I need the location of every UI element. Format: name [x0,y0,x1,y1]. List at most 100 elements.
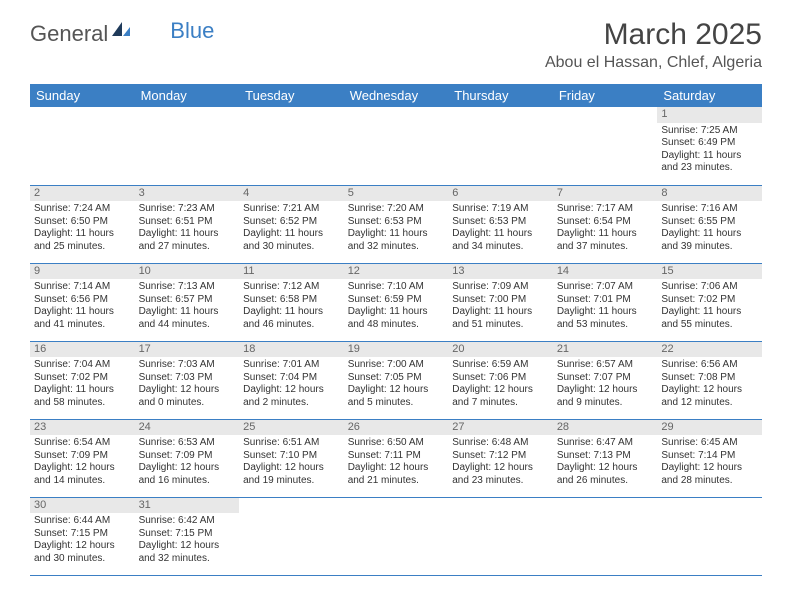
sunset-text: Sunset: 6:55 PM [661,216,758,229]
sunset-text: Sunset: 7:04 PM [243,372,340,385]
sunrise-text: Sunrise: 7:00 AM [348,359,445,372]
day-cell: 18Sunrise: 7:01 AMSunset: 7:04 PMDayligh… [239,341,344,419]
sunset-text: Sunset: 7:12 PM [452,450,549,463]
daylight-line1: Daylight: 11 hours [243,306,340,319]
daylight-line2: and 9 minutes. [557,397,654,410]
daylight-line1: Daylight: 12 hours [139,384,236,397]
daylight-line1: Daylight: 12 hours [348,462,445,475]
dayhead-wed: Wednesday [344,84,449,107]
daylight-line2: and 32 minutes. [348,241,445,254]
daylight-line1: Daylight: 11 hours [34,228,131,241]
day-cell: 24Sunrise: 6:53 AMSunset: 7:09 PMDayligh… [135,419,240,497]
empty-cell [344,497,449,575]
daylight-line2: and 32 minutes. [139,553,236,566]
sunrise-text: Sunrise: 6:56 AM [661,359,758,372]
sunrise-text: Sunrise: 6:47 AM [557,437,654,450]
day-number: 2 [30,186,135,202]
daylight-line1: Daylight: 11 hours [34,384,131,397]
sunrise-text: Sunrise: 7:21 AM [243,203,340,216]
empty-cell [135,107,240,185]
daylight-line1: Daylight: 12 hours [661,384,758,397]
sunset-text: Sunset: 7:09 PM [34,450,131,463]
empty-cell [448,107,553,185]
daylight-line1: Daylight: 11 hours [34,306,131,319]
sunrise-text: Sunrise: 6:51 AM [243,437,340,450]
day-number: 19 [344,342,449,358]
daylight-line2: and 5 minutes. [348,397,445,410]
weekday-header-row: Sunday Monday Tuesday Wednesday Thursday… [30,84,762,107]
daylight-line1: Daylight: 12 hours [34,540,131,553]
sunset-text: Sunset: 7:01 PM [557,294,654,307]
sunset-text: Sunset: 6:56 PM [34,294,131,307]
daylight-line1: Daylight: 11 hours [452,228,549,241]
daylight-line1: Daylight: 12 hours [661,462,758,475]
day-cell: 11Sunrise: 7:12 AMSunset: 6:58 PMDayligh… [239,263,344,341]
daylight-line1: Daylight: 11 hours [661,306,758,319]
sunset-text: Sunset: 7:00 PM [452,294,549,307]
location-label: Abou el Hassan, Chlef, Algeria [545,54,762,72]
day-cell: 19Sunrise: 7:00 AMSunset: 7:05 PMDayligh… [344,341,449,419]
month-title: March 2025 [545,18,762,52]
dayhead-fri: Friday [553,84,658,107]
daylight-line2: and 39 minutes. [661,241,758,254]
empty-cell [657,497,762,575]
sunset-text: Sunset: 7:03 PM [139,372,236,385]
daylight-line2: and 30 minutes. [34,553,131,566]
day-number: 10 [135,264,240,280]
sunrise-text: Sunrise: 7:23 AM [139,203,236,216]
day-number: 30 [30,498,135,514]
day-cell: 3Sunrise: 7:23 AMSunset: 6:51 PMDaylight… [135,185,240,263]
sunrise-text: Sunrise: 7:20 AM [348,203,445,216]
daylight-line2: and 26 minutes. [557,475,654,488]
day-cell: 16Sunrise: 7:04 AMSunset: 7:02 PMDayligh… [30,341,135,419]
day-cell: 26Sunrise: 6:50 AMSunset: 7:11 PMDayligh… [344,419,449,497]
day-number: 27 [448,420,553,436]
empty-cell [239,497,344,575]
day-number: 13 [448,264,553,280]
sunset-text: Sunset: 7:11 PM [348,450,445,463]
day-number: 7 [553,186,658,202]
sunrise-text: Sunrise: 6:45 AM [661,437,758,450]
daylight-line2: and 23 minutes. [452,475,549,488]
sunrise-text: Sunrise: 7:10 AM [348,281,445,294]
daylight-line2: and 23 minutes. [661,162,758,175]
logo: General Blue [30,18,214,50]
daylight-line1: Daylight: 11 hours [661,228,758,241]
sunset-text: Sunset: 7:08 PM [661,372,758,385]
title-block: March 2025 Abou el Hassan, Chlef, Algeri… [545,18,762,72]
sunrise-text: Sunrise: 7:06 AM [661,281,758,294]
day-cell: 15Sunrise: 7:06 AMSunset: 7:02 PMDayligh… [657,263,762,341]
daylight-line1: Daylight: 12 hours [139,462,236,475]
day-number: 20 [448,342,553,358]
day-cell: 10Sunrise: 7:13 AMSunset: 6:57 PMDayligh… [135,263,240,341]
sunrise-text: Sunrise: 6:44 AM [34,515,131,528]
calendar-week-row: 16Sunrise: 7:04 AMSunset: 7:02 PMDayligh… [30,341,762,419]
daylight-line2: and 53 minutes. [557,319,654,332]
day-number: 24 [135,420,240,436]
dayhead-sun: Sunday [30,84,135,107]
daylight-line1: Daylight: 11 hours [348,306,445,319]
sunset-text: Sunset: 6:52 PM [243,216,340,229]
logo-text-blue: Blue [170,18,214,44]
sunrise-text: Sunrise: 6:53 AM [139,437,236,450]
sunset-text: Sunset: 6:50 PM [34,216,131,229]
day-number: 14 [553,264,658,280]
sunset-text: Sunset: 7:06 PM [452,372,549,385]
day-cell: 4Sunrise: 7:21 AMSunset: 6:52 PMDaylight… [239,185,344,263]
day-cell: 25Sunrise: 6:51 AMSunset: 7:10 PMDayligh… [239,419,344,497]
daylight-line2: and 51 minutes. [452,319,549,332]
daylight-line2: and 2 minutes. [243,397,340,410]
day-number: 25 [239,420,344,436]
daylight-line2: and 44 minutes. [139,319,236,332]
sunset-text: Sunset: 6:57 PM [139,294,236,307]
daylight-line1: Daylight: 12 hours [243,384,340,397]
daylight-line2: and 7 minutes. [452,397,549,410]
sunrise-text: Sunrise: 7:07 AM [557,281,654,294]
sunset-text: Sunset: 7:02 PM [34,372,131,385]
daylight-line1: Daylight: 12 hours [557,462,654,475]
day-cell: 1Sunrise: 7:25 AMSunset: 6:49 PMDaylight… [657,107,762,185]
daylight-line2: and 37 minutes. [557,241,654,254]
calendar-week-row: 2Sunrise: 7:24 AMSunset: 6:50 PMDaylight… [30,185,762,263]
day-number: 16 [30,342,135,358]
daylight-line2: and 25 minutes. [34,241,131,254]
